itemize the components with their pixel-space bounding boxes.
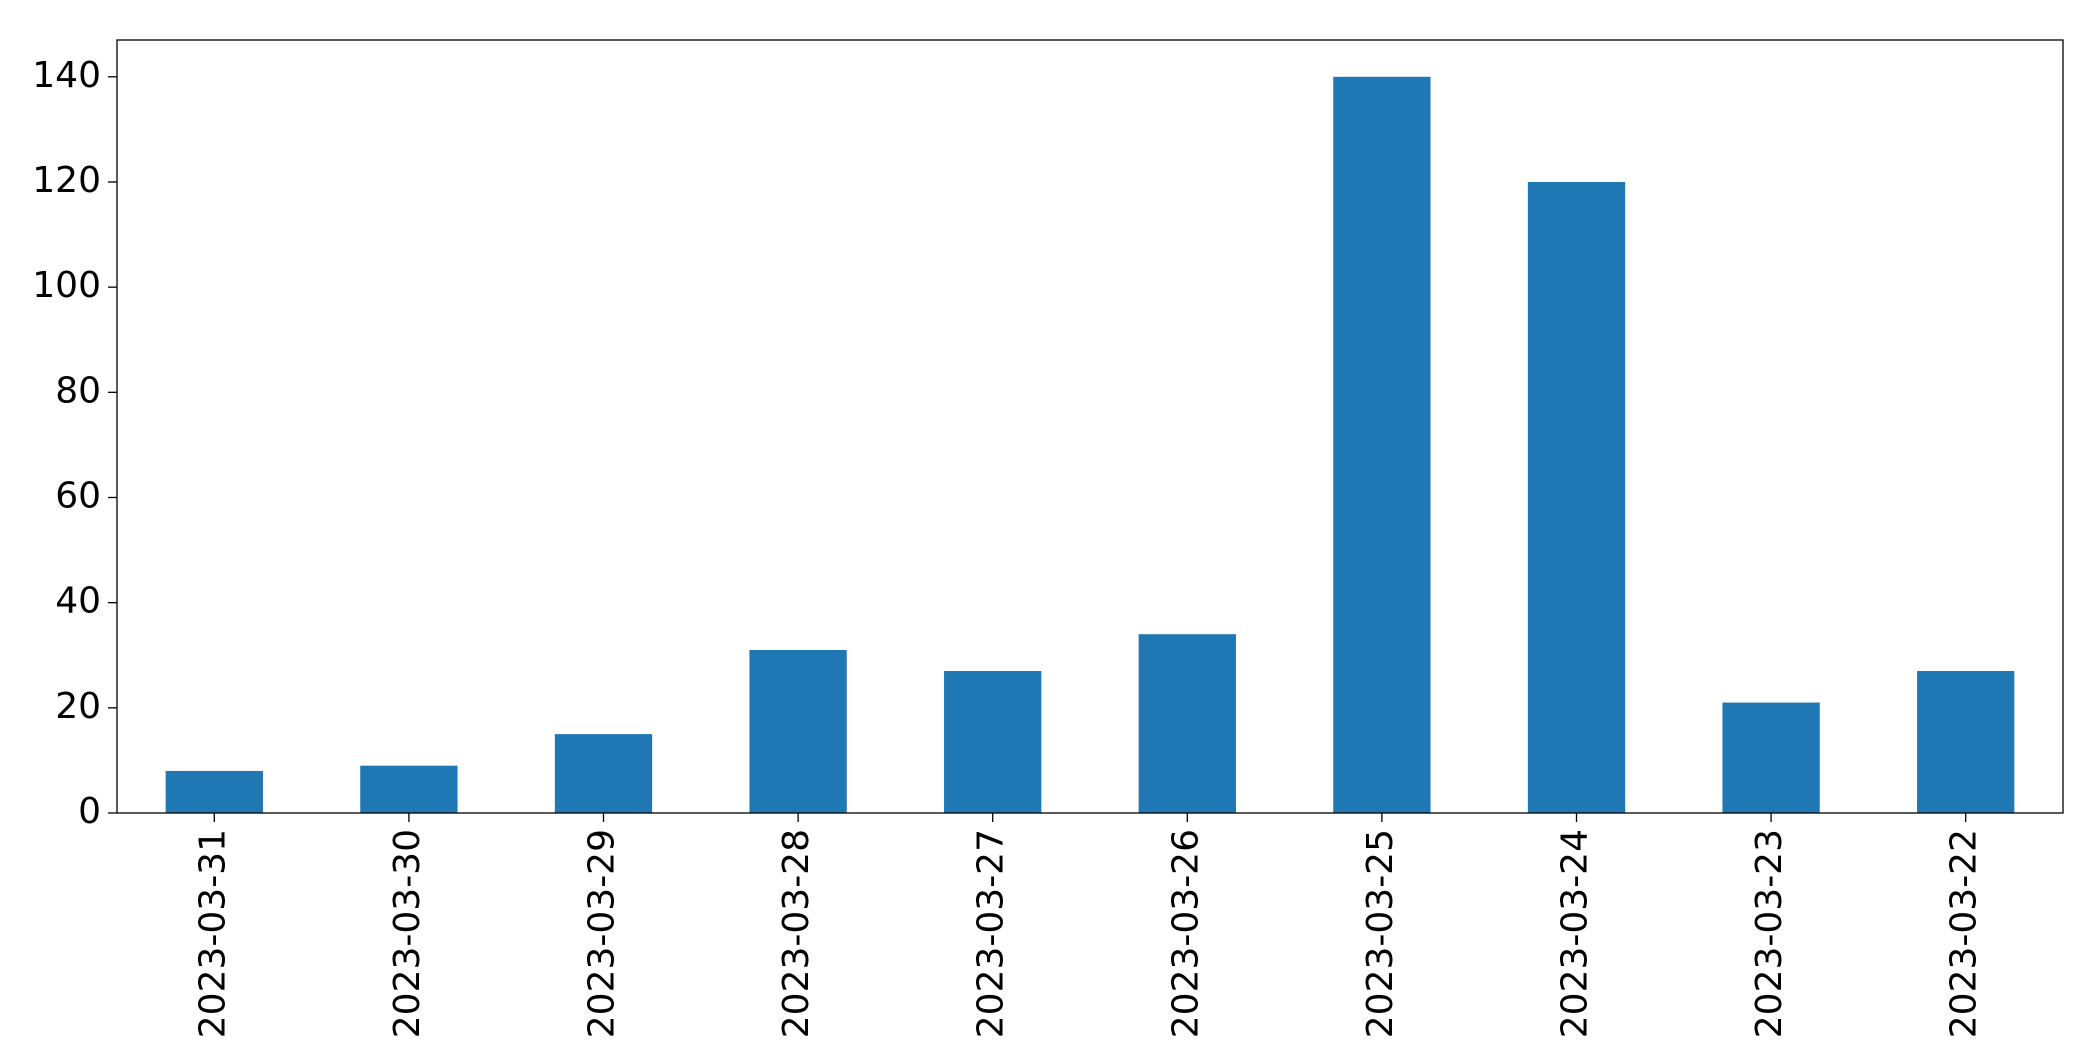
y-tick-label: 20 — [55, 686, 101, 727]
bar — [165, 770, 263, 813]
y-tick-label: 120 — [32, 160, 101, 201]
bar — [1138, 634, 1236, 813]
bar — [1333, 76, 1431, 814]
y-tick-label: 0 — [78, 791, 101, 832]
x-tick-label: 2023-03-27 — [971, 829, 1012, 1038]
x-tick-label: 2023-03-29 — [582, 829, 623, 1038]
bar — [360, 765, 458, 813]
x-tick-label: 2023-03-26 — [1165, 829, 1206, 1038]
x-tick-label: 2023-03-22 — [1944, 829, 1985, 1038]
bar — [1917, 671, 2015, 813]
plot-frame — [116, 39, 2064, 814]
bar — [554, 734, 653, 813]
x-tick-label: 2023-03-30 — [387, 829, 428, 1038]
bar — [1527, 181, 1626, 813]
x-tick-label: 2023-03-23 — [1749, 829, 1790, 1038]
bar — [944, 671, 1042, 813]
y-tick-label: 80 — [55, 370, 101, 411]
y-tick-label: 140 — [32, 55, 101, 96]
y-tick-label: 40 — [55, 581, 101, 622]
x-tick-label: 2023-03-25 — [1360, 829, 1401, 1038]
bar — [749, 649, 847, 813]
x-tick-label: 2023-03-24 — [1555, 829, 1596, 1038]
y-tick-label: 60 — [55, 475, 101, 516]
y-tick-label: 100 — [32, 265, 101, 306]
x-tick-label: 2023-03-28 — [776, 829, 817, 1038]
x-tick-label: 2023-03-31 — [192, 829, 233, 1038]
bar — [1722, 702, 1820, 813]
